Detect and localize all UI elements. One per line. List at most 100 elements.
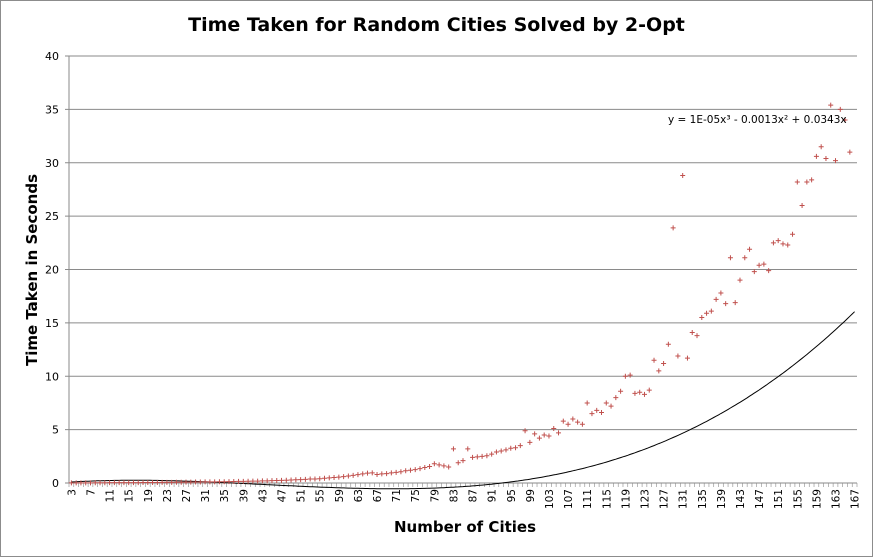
data-point [364,470,370,476]
data-point [680,173,686,179]
x-tick-label: 3 [66,489,78,496]
data-point [732,300,738,306]
data-point [708,308,714,314]
data-point [675,353,681,359]
data-point [513,445,519,451]
data-point [274,478,280,484]
y-tick-label: 25 [45,210,59,223]
data-point [374,471,380,477]
data-point [269,478,275,484]
data-point [842,117,848,123]
x-tick-label: 131 [678,489,690,509]
data-point [140,479,146,485]
y-tick-label: 40 [45,50,59,63]
x-tick-label: 139 [716,489,728,509]
x-tick-label: 87 [468,489,480,502]
x-tick-label: 11 [105,489,117,502]
data-point [403,468,409,474]
data-point [145,479,151,485]
data-point [556,430,562,436]
data-point [579,421,585,427]
data-point [751,269,757,275]
data-point [240,478,246,484]
data-point [575,419,581,425]
data-point [727,255,733,261]
data-point [532,431,538,437]
data-point [689,329,695,335]
x-tick-label: 35 [219,489,231,502]
x-tick-label: 163 [831,489,843,509]
data-point [97,480,103,486]
data-point [489,451,495,457]
y-tick-label: 35 [45,103,59,116]
x-tick-label: 99 [525,489,537,502]
data-point [484,453,490,459]
data-point [522,428,528,434]
data-point [350,472,356,478]
data-point [116,480,122,486]
data-point [369,470,375,476]
data-point [255,478,261,484]
data-point [455,460,461,466]
data-point [622,373,628,379]
data-point [766,268,772,274]
data-point [279,477,285,483]
data-point [474,454,480,460]
data-point [126,480,132,486]
data-point [761,261,767,267]
x-tick-label: 47 [277,489,289,502]
x-tick-label: 127 [659,489,671,509]
data-point [775,238,781,244]
x-tick-label: 111 [582,489,594,509]
data-point [226,479,232,485]
data-point [780,241,786,247]
data-point [111,480,117,486]
data-point [536,435,542,441]
data-point [317,476,323,482]
data-point [608,403,614,409]
data-point [393,469,399,475]
x-tick-label: 119 [620,489,632,509]
data-point [293,477,299,483]
data-point [135,480,141,486]
data-point [412,467,418,473]
x-tick-label: 15 [124,489,136,502]
y-tick-label: 5 [52,424,59,437]
y-tick-label: 0 [52,477,59,490]
data-point [684,355,690,361]
x-tick-label: 143 [735,489,747,509]
data-point [785,242,791,248]
y-tick-label: 15 [45,317,59,330]
data-point [541,432,547,438]
data-point [183,479,189,485]
x-tick-label: 91 [487,489,499,502]
data-point [661,360,667,366]
data-point [618,388,624,394]
x-tick-label: 79 [429,489,441,502]
x-tick-label: 59 [334,489,346,502]
x-tick-label: 151 [773,489,785,509]
y-tick-label: 20 [45,264,59,277]
data-point [627,372,633,378]
x-tick-label: 115 [601,489,613,509]
data-point [584,400,590,406]
data-point [355,472,361,478]
data-point [450,446,456,452]
data-point [503,447,509,453]
x-tick-label: 55 [315,489,327,502]
data-point [336,474,342,480]
data-point [173,479,179,485]
x-tick-label: 147 [754,489,766,509]
data-point [83,480,89,486]
data-point [651,357,657,363]
data-point [713,296,719,302]
data-point [589,411,595,417]
data-point [102,480,108,486]
data-point [527,439,533,445]
data-point [828,102,834,108]
data-point [360,471,366,477]
data-point [641,391,647,397]
data-point [441,463,447,469]
data-point [508,445,514,451]
x-tick-label: 71 [391,489,403,502]
